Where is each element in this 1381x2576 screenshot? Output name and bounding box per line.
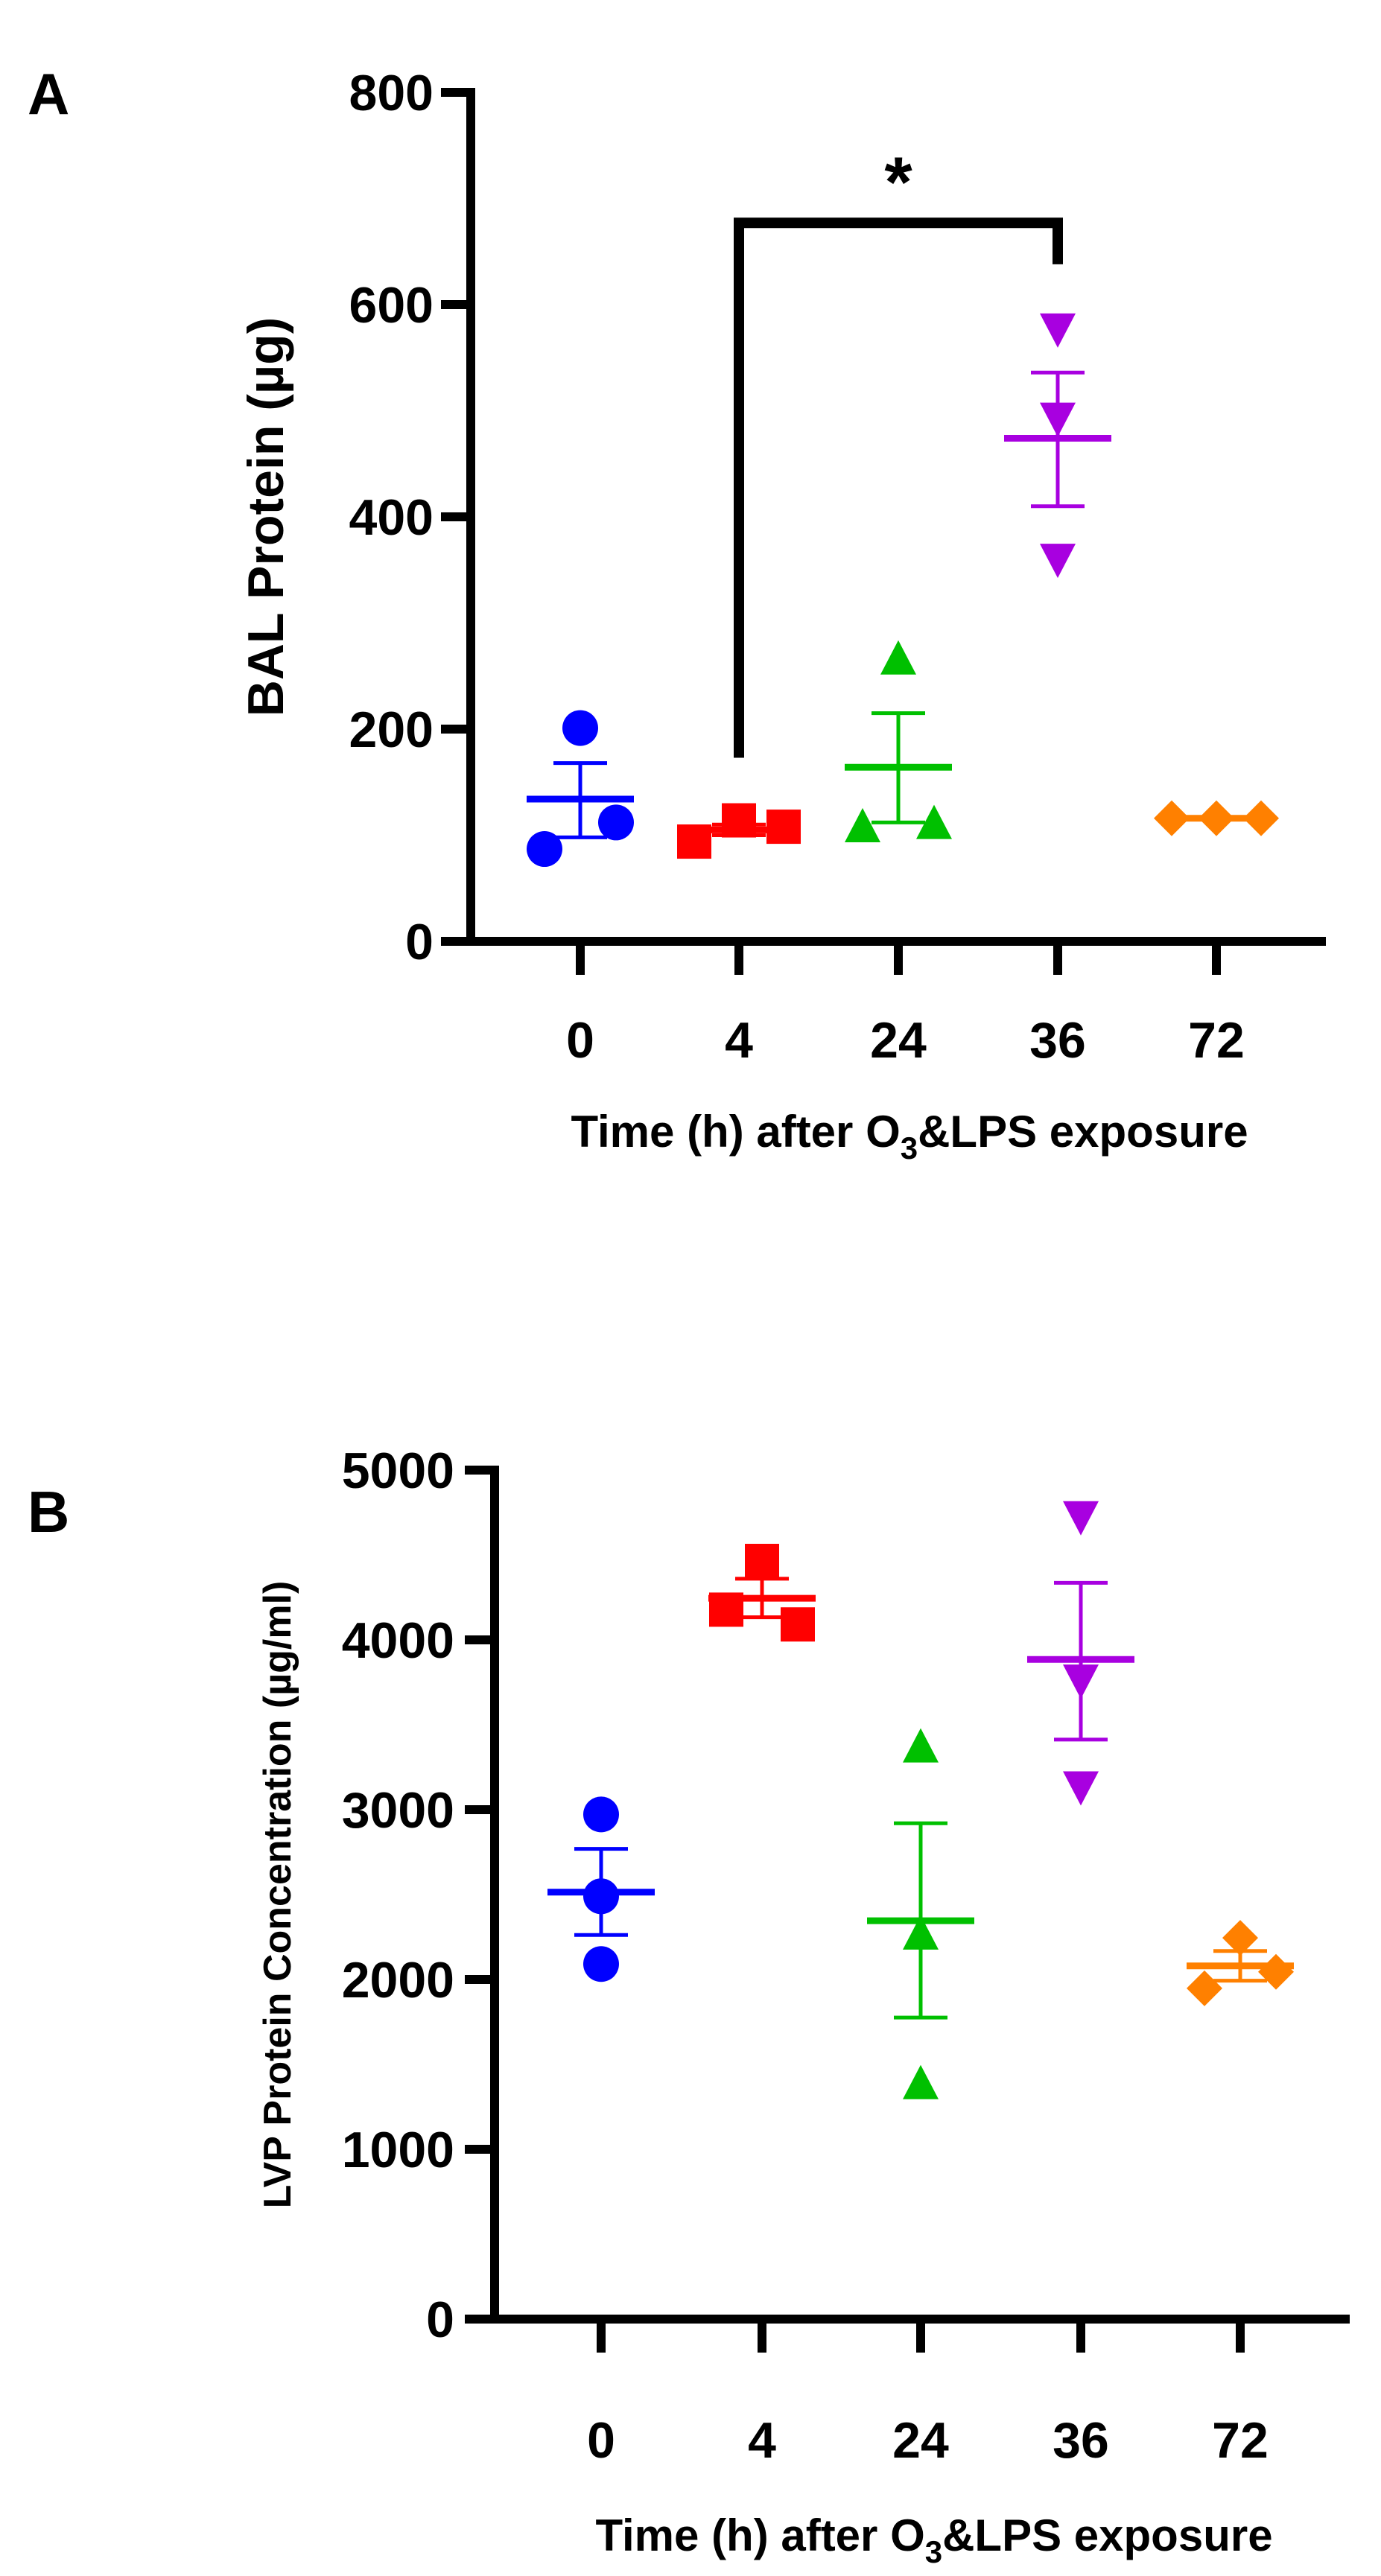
group-24h — [867, 1728, 974, 2099]
significance-asterisk: * — [884, 142, 912, 222]
x-tick-label: 4 — [748, 2412, 776, 2469]
x-tick-label: 0 — [587, 2412, 615, 2469]
group-36h — [1027, 1501, 1134, 1806]
data-point — [1063, 1771, 1099, 1806]
group-72h — [1187, 1920, 1294, 2006]
data-point — [1063, 1501, 1099, 1536]
y-tick-label: 400 — [349, 489, 434, 546]
data-point — [583, 1946, 619, 1982]
x-tick-label: 36 — [1053, 2412, 1109, 2469]
x-axis-label: Time (h) after O3&LPS exposure — [595, 2510, 1272, 2569]
y-tick-label: 600 — [349, 277, 434, 334]
data-point — [903, 2064, 939, 2099]
x-tick-label: 0 — [566, 1012, 594, 1069]
x-tick-label: 24 — [870, 1012, 927, 1069]
x-axis-label-subscript: 3 — [901, 1130, 918, 1165]
panel-b: B 0 1000 2000 3000 4000 5000 0 4 24 36 72 Time (h) a… — [28, 1443, 1350, 2569]
x-axis-label-subscript: 3 — [925, 2534, 942, 2569]
data-point — [903, 1728, 939, 1763]
data-point — [1222, 1920, 1258, 1956]
x-axis-label: Time (h) after O3&LPS exposure — [571, 1107, 1248, 1165]
x-tick-label: 72 — [1212, 2412, 1269, 2469]
group-0h — [527, 710, 634, 868]
data-point — [1040, 544, 1076, 579]
y-tick-label: 4000 — [342, 1612, 454, 1669]
data-point — [527, 831, 562, 868]
data-point — [845, 807, 880, 842]
group-24h — [845, 640, 952, 842]
group-36h — [1004, 313, 1111, 579]
panel-label: B — [28, 1479, 69, 1545]
significance-bracket — [734, 217, 1063, 758]
panel-a: A 0 200 400 600 800 0 4 24 36 72 Time (h) after O3&… — [28, 61, 1326, 1165]
x-axis-label-rest: &LPS exposure — [942, 2510, 1272, 2560]
y-tick-label: 200 — [349, 702, 434, 758]
data-point — [1187, 1970, 1222, 2006]
data-point — [745, 1543, 779, 1578]
group-4h — [708, 1543, 816, 1642]
group-0h — [547, 1796, 655, 1982]
y-tick-label: 0 — [426, 2292, 454, 2348]
panel-label: A — [28, 61, 69, 127]
x-axis-label-rest: &LPS exposure — [918, 1107, 1248, 1157]
x-tick-label: 36 — [1029, 1012, 1086, 1069]
y-tick-label: 3000 — [342, 1782, 454, 1839]
y-tick-label: 800 — [349, 65, 434, 121]
data-point — [1040, 313, 1076, 348]
group-72h — [1154, 800, 1279, 836]
y-tick-label: 0 — [405, 914, 434, 970]
data-point — [583, 1796, 619, 1833]
data-point — [916, 804, 952, 839]
x-tick-label: 4 — [725, 1012, 753, 1069]
data-point — [781, 1607, 815, 1642]
data-point — [1258, 1953, 1294, 1990]
data-point — [598, 804, 634, 841]
x-tick-label: 72 — [1188, 1012, 1245, 1069]
group-4h — [677, 803, 801, 859]
y-tick-label: 2000 — [342, 1952, 454, 2009]
x-axis-label-main: Time (h) after O — [595, 2510, 924, 2560]
data-point — [562, 710, 598, 746]
x-tick-label: 24 — [892, 2412, 949, 2469]
y-tick-label: 5000 — [342, 1443, 454, 1499]
x-axis-label-main: Time (h) after O — [571, 1107, 900, 1157]
y-axis-label: LVP Protein Concentration (µg/ml) — [256, 1581, 299, 2209]
y-tick-label: 1000 — [342, 2122, 454, 2178]
data-point — [880, 640, 916, 675]
y-axis-label: BAL Protein (µg) — [238, 317, 294, 717]
